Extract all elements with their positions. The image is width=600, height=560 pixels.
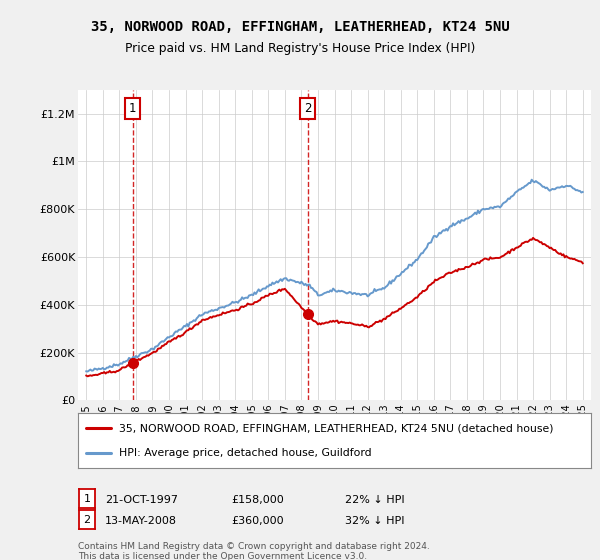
Text: 1: 1 xyxy=(129,102,136,115)
Text: Contains HM Land Registry data © Crown copyright and database right 2024.
This d: Contains HM Land Registry data © Crown c… xyxy=(78,542,430,560)
Text: 35, NORWOOD ROAD, EFFINGHAM, LEATHERHEAD, KT24 5NU: 35, NORWOOD ROAD, EFFINGHAM, LEATHERHEAD… xyxy=(91,20,509,34)
Text: HPI: Average price, detached house, Guildford: HPI: Average price, detached house, Guil… xyxy=(119,449,371,458)
Text: £158,000: £158,000 xyxy=(231,496,284,505)
Text: 1: 1 xyxy=(83,494,91,504)
Text: 21-OCT-1997: 21-OCT-1997 xyxy=(105,496,178,505)
Text: 22% ↓ HPI: 22% ↓ HPI xyxy=(345,496,404,505)
Text: £360,000: £360,000 xyxy=(231,516,284,526)
Text: 2: 2 xyxy=(83,515,91,525)
Text: Price paid vs. HM Land Registry's House Price Index (HPI): Price paid vs. HM Land Registry's House … xyxy=(125,42,475,55)
Text: 13-MAY-2008: 13-MAY-2008 xyxy=(105,516,177,526)
Text: 2: 2 xyxy=(304,102,311,115)
Text: 32% ↓ HPI: 32% ↓ HPI xyxy=(345,516,404,526)
Text: 35, NORWOOD ROAD, EFFINGHAM, LEATHERHEAD, KT24 5NU (detached house): 35, NORWOOD ROAD, EFFINGHAM, LEATHERHEAD… xyxy=(119,423,554,433)
